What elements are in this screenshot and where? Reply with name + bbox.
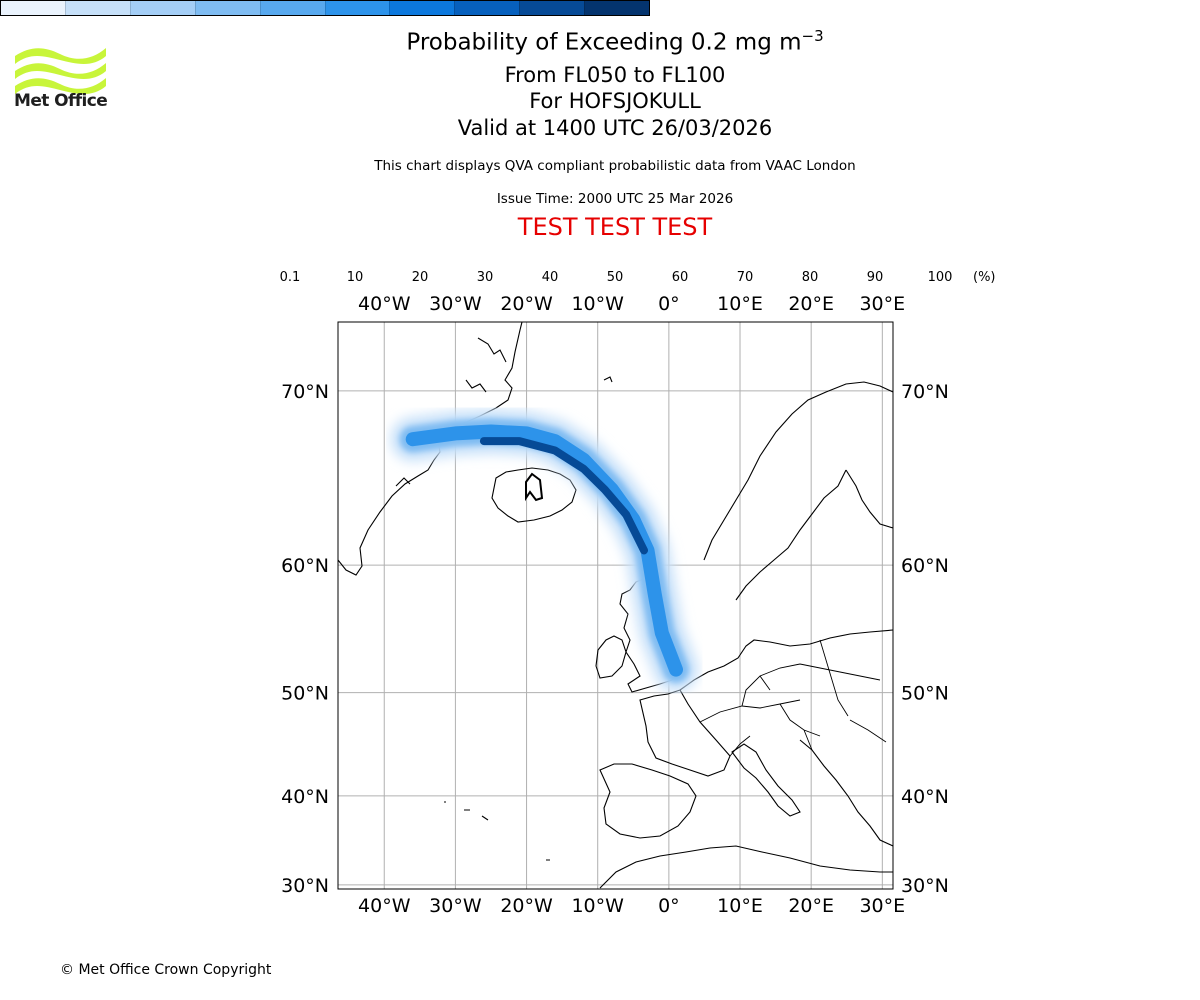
test-banner: TEST TEST TEST xyxy=(517,213,713,241)
coastlines xyxy=(338,322,893,889)
colorbar-tick-label: 70 xyxy=(736,270,754,285)
longitude-label-bottom: 20°W xyxy=(500,895,553,917)
longitude-label-bottom: 10°W xyxy=(571,895,624,917)
hofsjokull-volcano-marker xyxy=(525,472,544,502)
latitude-label-right: 30°N xyxy=(901,875,949,897)
latitude-label-left: 40°N xyxy=(281,786,329,808)
longitude-label-bottom: 40°W xyxy=(358,895,411,917)
volcano-name: For HOFSJOKULL xyxy=(529,89,701,113)
longitude-label-bottom: 10°E xyxy=(717,895,763,917)
longitude-label-bottom: 0° xyxy=(658,895,680,917)
colorbar-segment xyxy=(1,1,65,15)
africa-coast xyxy=(599,845,893,889)
longitude-label-top: 20°W xyxy=(500,293,553,315)
map-gridlines xyxy=(338,322,893,889)
longitude-label-top: 30°W xyxy=(429,293,482,315)
latitude-label-left: 50°N xyxy=(281,683,329,705)
italy-coast xyxy=(731,743,801,817)
chart-title: Probability of Exceeding 0.2 mg m−3 xyxy=(300,27,930,56)
latitude-label-left: 70°N xyxy=(281,381,329,403)
colorbar-tick-label: 60 xyxy=(671,270,689,285)
iberia-coast xyxy=(599,763,697,839)
colorbar-segment xyxy=(259,1,325,15)
colorbar-tick-label: 50 xyxy=(606,270,624,285)
map-frame xyxy=(337,321,894,890)
latitude-label-right: 40°N xyxy=(901,786,949,808)
subtitle: This chart displays QVA compliant probab… xyxy=(374,158,856,174)
iceland-coast xyxy=(491,467,577,523)
longitude-label-bottom: 30°E xyxy=(859,895,905,917)
longitude-label-top: 30°E xyxy=(859,293,905,315)
sweden-coast xyxy=(735,469,847,601)
plume-core xyxy=(479,437,648,555)
finland-coast xyxy=(845,469,893,529)
copyright: © Met Office Crown Copyright xyxy=(60,962,272,978)
colorbar-tick-label: 30 xyxy=(476,270,494,285)
colorbar-segment xyxy=(64,1,130,15)
latitude-label-right: 60°N xyxy=(901,555,949,577)
latitude-label-left: 30°N xyxy=(281,875,329,897)
map-axis-labels: 40°W 40°W 30°W 30°W 20°W 20°W 10°W 10°W 0° 0° 10°E… xyxy=(281,293,949,917)
latitude-label-left: 60°N xyxy=(281,555,329,577)
latitude-label-right: 70°N xyxy=(901,381,949,403)
longitude-label-top: 0° xyxy=(658,293,680,315)
france-coast xyxy=(639,689,731,777)
colorbar-segment xyxy=(324,1,390,15)
colorbar-segment xyxy=(129,1,195,15)
title-exponent: −3 xyxy=(801,27,824,45)
title-text: Probability of Exceeding 0.2 mg m xyxy=(406,29,802,56)
longitude-label-top: 40°W xyxy=(358,293,411,315)
plume-mid-probability xyxy=(399,418,689,683)
colorbar-segment xyxy=(389,1,455,15)
colorbar-tick-label: 80 xyxy=(801,270,819,285)
longitude-label-top: 20°E xyxy=(788,293,834,315)
colorbar-tick-label: 20 xyxy=(411,270,429,285)
longitude-label-bottom: 20°E xyxy=(788,895,834,917)
norway-coast xyxy=(703,381,893,561)
longitude-label-top: 10°E xyxy=(717,293,763,315)
greenland-fjords xyxy=(395,337,507,487)
colorbar-segment xyxy=(519,1,585,15)
ireland-coast xyxy=(595,635,627,679)
colorbar-segment xyxy=(194,1,260,15)
balkans-coast xyxy=(799,739,893,847)
latitude-label-right: 50°N xyxy=(901,683,949,705)
met-office-logo-text: Met Office xyxy=(14,91,108,111)
volcanic-ash-plume xyxy=(390,409,698,692)
issue-time: Issue Time: 2000 UTC 25 Mar 2026 xyxy=(496,191,734,207)
probability-colorbar xyxy=(0,0,650,16)
colorbar-segment xyxy=(584,1,650,15)
colorbar-tick-label: 90 xyxy=(866,270,884,285)
valid-time: Valid at 1400 UTC 26/03/2026 xyxy=(457,116,773,140)
plume-high-probability xyxy=(405,424,683,677)
colorbar-segment xyxy=(454,1,520,15)
colorbar-tick-label: 0.1 xyxy=(279,270,301,285)
met-office-logo-icon xyxy=(15,48,106,94)
colorbar-tick-label: 10 xyxy=(346,270,364,285)
colorbar-unit: (%) xyxy=(973,270,996,285)
colorbar-tick-label: 100 xyxy=(927,270,953,285)
europe-north-coast xyxy=(679,629,893,691)
flight-level-range: From FL050 to FL100 xyxy=(504,63,726,87)
longitude-label-bottom: 30°W xyxy=(429,895,482,917)
colorbar-tick-label: 40 xyxy=(541,270,559,285)
longitude-label-top: 10°W xyxy=(571,293,624,315)
